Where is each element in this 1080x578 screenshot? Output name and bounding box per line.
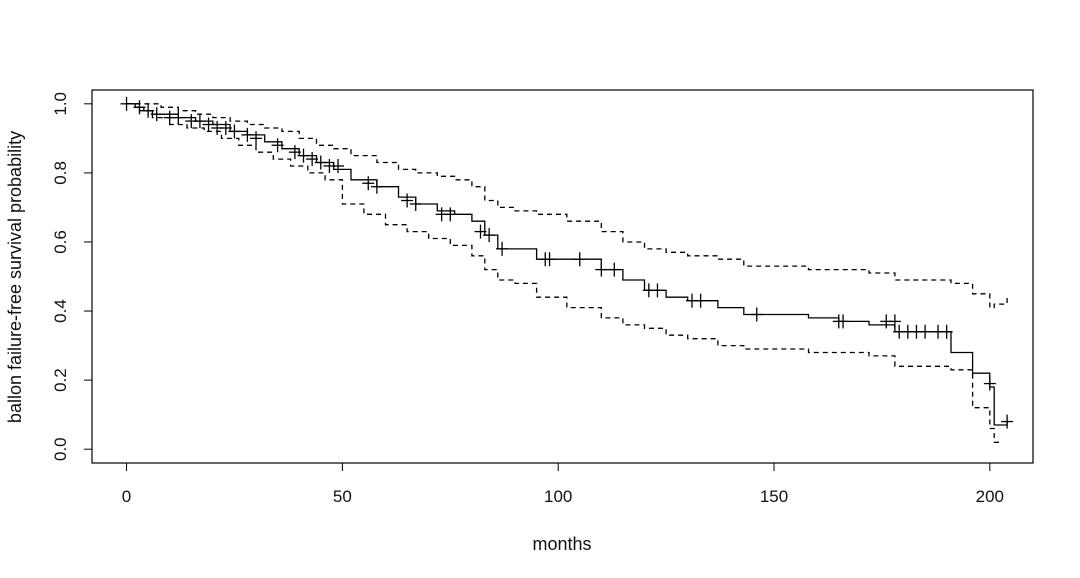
censor-mark <box>314 155 327 170</box>
censor-mark <box>444 207 457 222</box>
censor-mark <box>750 307 763 322</box>
y-axis-title: ballon failure-free survival probability <box>5 131 25 423</box>
censor-mark <box>297 148 310 163</box>
censor-mark <box>409 196 422 211</box>
censor-mark <box>496 241 509 256</box>
y-tick-label: 0.0 <box>51 437 70 461</box>
x-axis: 0 50 100 150 200 <box>122 463 1004 506</box>
plot-frame <box>91 89 1034 464</box>
censor-mark <box>983 376 996 391</box>
x-tick-label: 150 <box>760 487 788 506</box>
censor-mark <box>370 179 383 194</box>
y-tick-label: 0.2 <box>51 368 70 392</box>
censor-mark <box>888 314 901 329</box>
y-tick-label: 0.4 <box>51 299 70 323</box>
censor-mark <box>483 228 496 243</box>
censor-mark <box>120 96 133 111</box>
censor-mark <box>228 124 241 139</box>
y-tick-label: 0.6 <box>51 230 70 254</box>
censor-mark <box>401 193 414 208</box>
x-tick-label: 50 <box>333 487 352 506</box>
censor-mark <box>288 145 301 160</box>
censor-mark <box>362 176 375 191</box>
censor-mark <box>271 138 284 153</box>
censor-mark <box>474 224 487 239</box>
censor-mark <box>202 117 215 132</box>
x-axis-title: months <box>532 534 591 554</box>
x-tick-label: 200 <box>976 487 1004 506</box>
censor-mark <box>837 314 850 329</box>
censor-mark <box>332 158 345 173</box>
censor-mark <box>919 324 932 339</box>
censor-mark <box>608 262 621 277</box>
censor-mark <box>172 110 185 125</box>
x-tick-label: 0 <box>122 487 131 506</box>
confidence-bound-line <box>126 103 1003 443</box>
censor-mark <box>940 324 953 339</box>
x-tick-label: 100 <box>544 487 572 506</box>
censor-mark <box>142 103 155 118</box>
censor-mark <box>694 293 707 308</box>
confidence-bound-line <box>126 103 1008 309</box>
censor-mark <box>250 131 263 146</box>
censor-mark <box>241 127 254 142</box>
y-axis: 0.0 0.2 0.4 0.6 0.8 1.0 <box>51 92 92 461</box>
censor-mark <box>573 252 586 267</box>
censor-mark <box>306 152 319 167</box>
censor-mark <box>595 262 608 277</box>
censor-mark <box>219 120 232 135</box>
censor-mark <box>133 100 146 115</box>
censor-mark <box>150 107 163 122</box>
censor-mark <box>193 114 206 129</box>
censor-mark <box>543 252 556 267</box>
y-tick-label: 1.0 <box>51 92 70 116</box>
y-tick-label: 0.8 <box>51 161 70 185</box>
series-layer <box>126 103 1008 443</box>
censor-mark <box>651 283 664 298</box>
censor-mark <box>1001 414 1014 429</box>
censor-marks <box>120 96 1014 429</box>
survival-estimate-line <box>126 103 1008 426</box>
